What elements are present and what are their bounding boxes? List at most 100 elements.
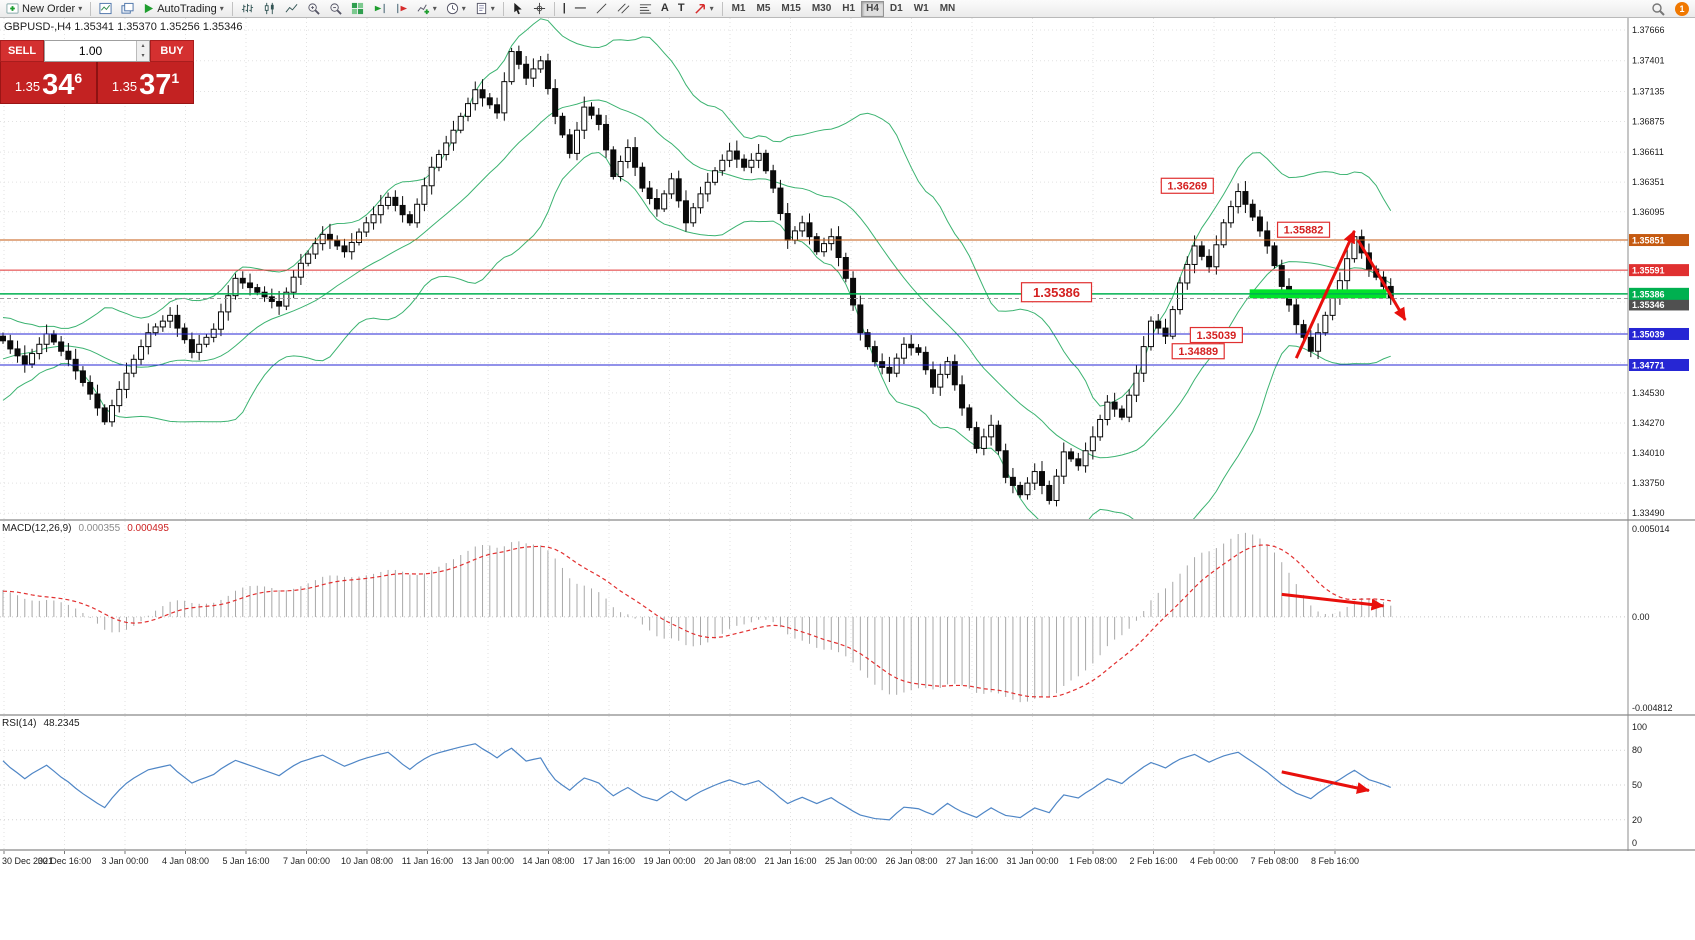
svg-text:0: 0 (1632, 838, 1637, 848)
time-axis-label: 26 Jan 08:00 (885, 856, 937, 866)
sell-price[interactable]: 1.35 34 6 (14, 69, 83, 101)
timeframe-toolbar: M1 M5 M15 M30 H1 H4 D1 W1 MN (727, 0, 961, 17)
price-annotation[interactable]: 1.36269 (1160, 177, 1214, 194)
main-price-panel (0, 18, 1394, 519)
vertical-line-button[interactable]: | (559, 0, 570, 17)
svg-text:1.34889: 1.34889 (1178, 346, 1218, 358)
auto-scroll-button[interactable] (369, 0, 390, 17)
price-annotation[interactable]: 1.34889 (1171, 343, 1225, 360)
svg-text:1.37135: 1.37135 (1632, 86, 1665, 96)
chevron-down-icon: ▾ (709, 3, 714, 13)
volume-input[interactable] (45, 41, 136, 61)
line-chart-button[interactable] (281, 0, 302, 17)
trend-arrow[interactable] (1281, 770, 1370, 794)
svg-text:1.34270: 1.34270 (1632, 418, 1665, 428)
timeframe-button-m15[interactable]: M15 (776, 1, 805, 17)
volume-down-icon[interactable]: ▾ (137, 51, 149, 61)
price-tag: 1.35386 (1629, 287, 1689, 300)
trend-arrow[interactable] (1281, 592, 1385, 611)
panel-separator[interactable] (0, 849, 1695, 851)
charts-window-button[interactable] (95, 0, 116, 17)
timeframe-button-w1[interactable]: W1 (909, 1, 934, 17)
time-axis-label: 11 Jan 16:00 (402, 856, 453, 866)
zoom-out-button[interactable] (325, 0, 346, 17)
templates-button[interactable]: ▾ (471, 0, 499, 17)
new-order-button[interactable]: New Order ▾ (2, 0, 86, 17)
text-label-tool-label: T (677, 2, 685, 14)
buy-button[interactable]: BUY (150, 40, 194, 62)
text-label-tool-button[interactable]: T (674, 0, 689, 17)
fibonacci-button[interactable] (635, 0, 656, 17)
sell-button[interactable]: SELL (0, 40, 44, 62)
timeframe-button-m30[interactable]: M30 (807, 1, 836, 17)
cursor-button[interactable] (508, 0, 528, 17)
tile-windows-button[interactable] (347, 0, 368, 17)
panel-separator[interactable] (0, 714, 1695, 716)
price-tag: 1.35039 (1629, 327, 1689, 340)
toolbar-separator (231, 1, 233, 16)
price-annotation[interactable]: 1.35386 (1020, 282, 1093, 303)
grid (0, 18, 1628, 849)
chart-shift-button[interactable] (391, 0, 412, 17)
periods-button[interactable]: ▾ (442, 0, 470, 17)
timeframe-button-h1[interactable]: H1 (837, 1, 860, 17)
search-button[interactable] (1647, 0, 1669, 17)
bollinger-band (2, 151, 1391, 519)
one-click-trading-panel: SELL ▴ ▾ BUY 1.35 34 6 1.35 37 1 (0, 40, 194, 104)
chevron-down-icon: ▾ (219, 3, 224, 13)
chevron-down-icon: ▾ (432, 3, 437, 13)
bollinger-band (2, 99, 1392, 459)
timeframe-button-m5[interactable]: M5 (751, 1, 775, 17)
svg-text:0.00: 0.00 (1632, 612, 1650, 622)
svg-text:20: 20 (1632, 815, 1642, 825)
macd-signal-value: 0.000495 (127, 523, 169, 534)
rsi-name: RSI(14) (2, 718, 37, 729)
candlestick-chart-button[interactable] (259, 0, 280, 17)
trend-arrow[interactable] (1356, 239, 1407, 321)
timeframe-button-d1[interactable]: D1 (885, 1, 908, 17)
autotrading-button[interactable]: AutoTrading ▾ (139, 0, 228, 17)
svg-text:1.33490: 1.33490 (1632, 508, 1665, 518)
price-tag: 1.35591 (1629, 264, 1689, 277)
time-axis-label: 7 Jan 00:00 (283, 856, 330, 866)
panel-separator[interactable] (0, 519, 1695, 521)
timeframe-button-m1[interactable]: M1 (727, 1, 751, 17)
crosshair-button[interactable] (529, 0, 550, 17)
horizontal-line-button[interactable]: — (571, 0, 590, 17)
time-axis-label: 3 Jan 00:00 (101, 856, 148, 866)
notification-badge[interactable]: 1 (1675, 1, 1689, 16)
time-axis-label: 17 Jan 16:00 (583, 856, 635, 866)
price-tag: 1.34771 (1629, 358, 1689, 371)
time-axis-label: 10 Jan 08:00 (341, 856, 393, 866)
volume-field: ▴ ▾ (44, 40, 150, 62)
time-axis-label: 4 Jan 08:00 (162, 856, 209, 866)
text-tool-button[interactable]: A (657, 0, 673, 17)
price-annotation[interactable]: 1.35882 (1276, 221, 1331, 238)
time-axis-label: 8 Feb 16:00 (1311, 856, 1359, 866)
channel-button[interactable] (613, 0, 634, 17)
price-annotation[interactable]: 1.35039 (1189, 326, 1243, 344)
volume-up-icon[interactable]: ▴ (137, 41, 149, 51)
svg-text:100: 100 (1632, 722, 1647, 732)
bar-chart-button[interactable] (237, 0, 258, 17)
svg-text:1.36095: 1.36095 (1632, 207, 1665, 217)
trend-arrow[interactable] (1294, 229, 1356, 359)
timeframe-button-h4[interactable]: H4 (861, 0, 884, 17)
time-axis-label: 19 Jan 00:00 (643, 856, 695, 866)
time-axis-label: 21 Jan 16:00 (764, 856, 816, 866)
timeframe-button-mn[interactable]: MN (935, 1, 961, 17)
svg-text:1.36611: 1.36611 (1632, 147, 1664, 157)
chevron-down-icon: ▾ (461, 3, 466, 13)
trendline-button[interactable] (591, 0, 612, 17)
svg-text:1.34771: 1.34771 (1632, 360, 1665, 370)
zoom-in-button[interactable] (303, 0, 324, 17)
buy-price[interactable]: 1.35 37 1 (111, 69, 180, 101)
arrows-tool-button[interactable]: ▾ (690, 0, 718, 17)
time-axis-label: 2 Feb 16:00 (1129, 856, 1177, 866)
chevron-down-icon: ▾ (490, 3, 495, 13)
profiles-button[interactable] (117, 0, 138, 17)
toolbar-separator (721, 1, 723, 16)
indicators-button[interactable]: ▾ (413, 0, 441, 17)
time-axis-label: 31 Jan 00:00 (1006, 856, 1058, 866)
